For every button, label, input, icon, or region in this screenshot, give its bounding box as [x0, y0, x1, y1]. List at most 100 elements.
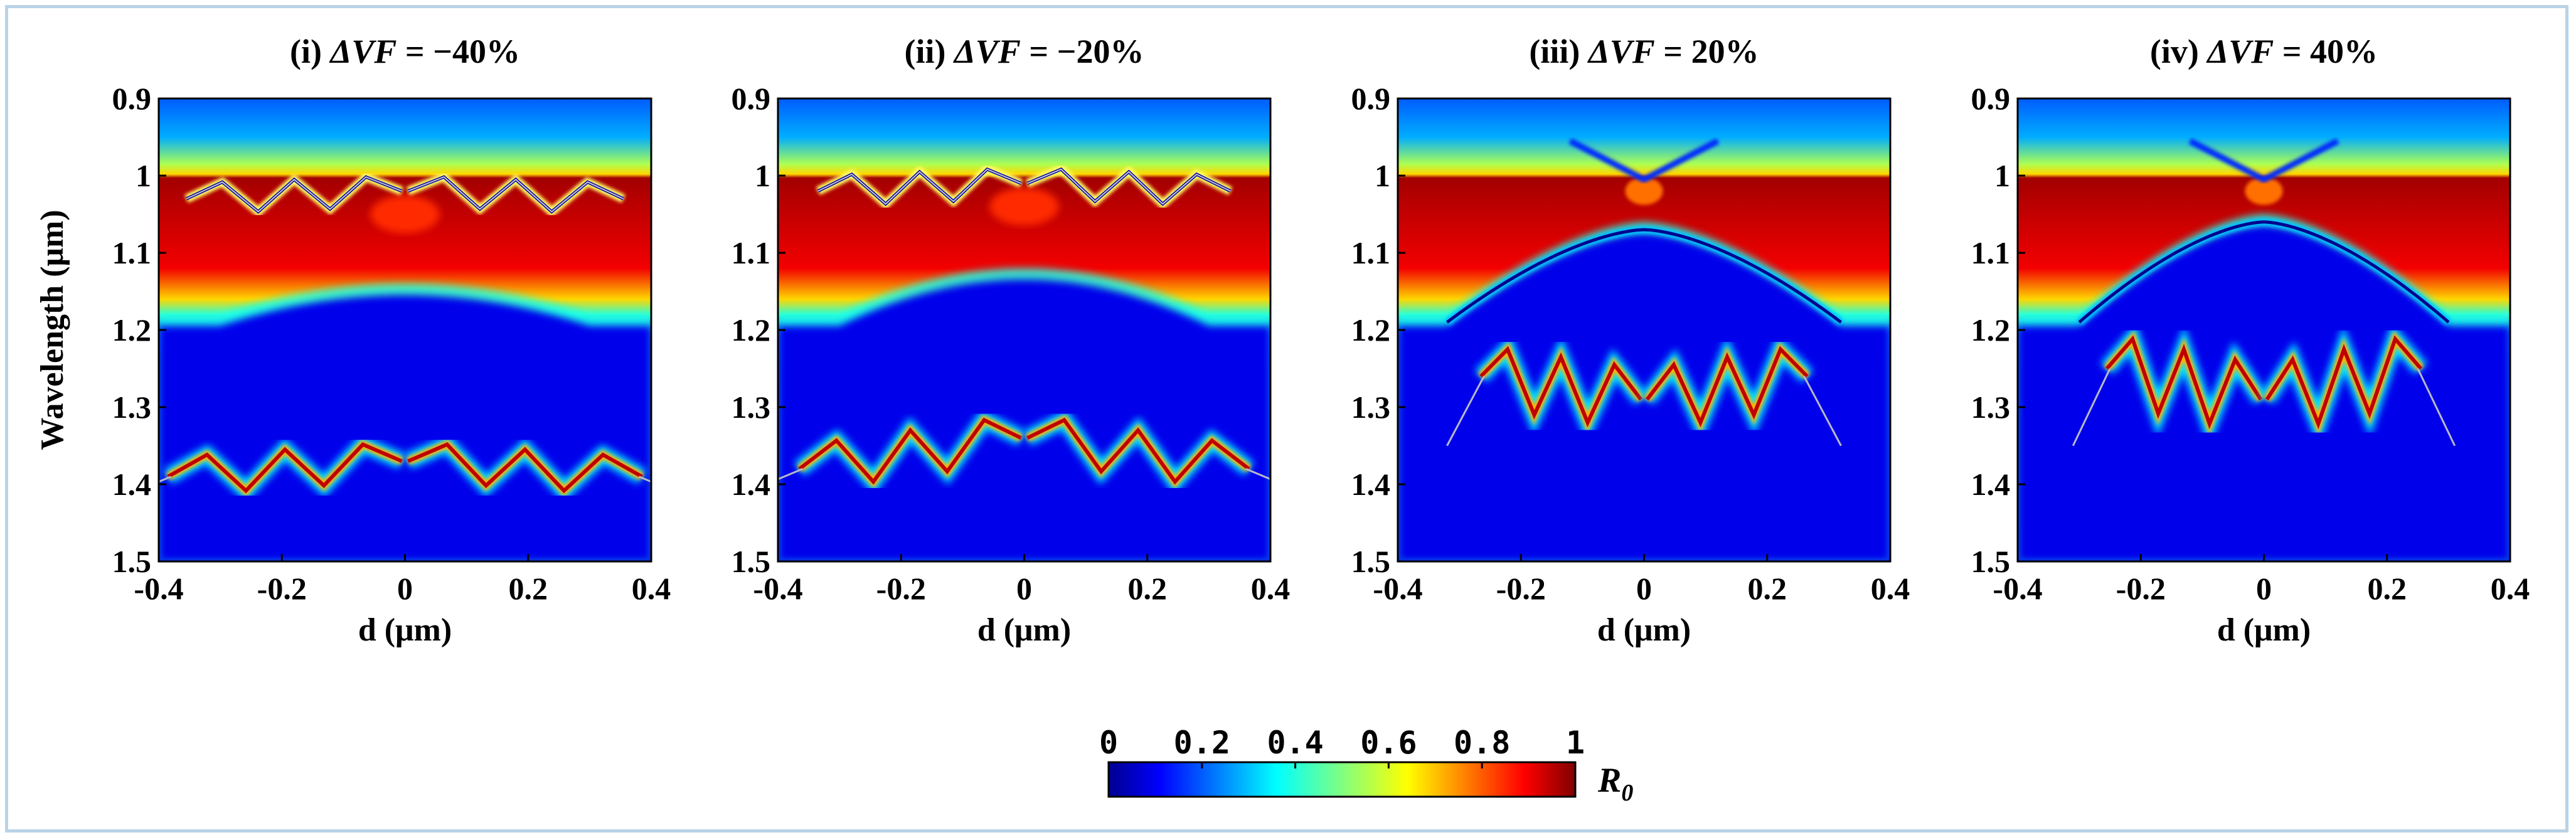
x-tick-label: 0 [1636, 571, 1652, 606]
mode-tail [638, 476, 651, 483]
y-tick-label: 1.1 [112, 235, 152, 270]
y-tick-label: 1 [755, 158, 770, 193]
arch-mode-core [1446, 228, 1842, 324]
x-tick-label: 0.4 [2491, 571, 2530, 606]
x-tick-label: 0 [397, 571, 413, 606]
panel-title: (ii) ΔVF = −20% [905, 33, 1144, 70]
center-notch [2245, 177, 2283, 205]
upper-mode-trace [817, 168, 1021, 205]
lower-mode [1646, 346, 1809, 428]
colorbar-tick-label: 0 [1099, 725, 1118, 761]
colorbar: 0 0.2 0.4 0.6 0.8 1 R0 [1099, 725, 1633, 806]
x-tick-label: -0.4 [134, 571, 183, 606]
mode-tail [2072, 368, 2111, 447]
panel-title: (i) ΔVF = −40% [290, 33, 520, 70]
lower-mode [1026, 417, 1250, 485]
panel-2: 0.9 1 1.1 1.2 1.3 1.4 1.5-0.4 -0.2 0 0.2 0.4 d (μm)… [732, 33, 1291, 648]
x-tick-label: -0.2 [876, 571, 926, 606]
y-axis-label: Wavelength (μm) [35, 210, 70, 450]
panel-title: (iii) ΔVF = 20% [1529, 33, 1759, 70]
y-tick-label: 1.5 [1351, 544, 1391, 579]
mode-tail [1446, 376, 1485, 447]
mode-tail [1245, 468, 1270, 481]
mode-tail [159, 476, 172, 483]
center-notch [1625, 177, 1663, 205]
stopband-below [1398, 233, 1890, 561]
x-tick-label: 0.2 [1128, 571, 1168, 606]
y-tick-label: 1.3 [1351, 390, 1391, 425]
x-tick-label: -0.2 [1496, 571, 1546, 606]
y-tick-label: 0.9 [1351, 81, 1391, 116]
y-tick-label: 1 [136, 158, 151, 193]
upper-mode-trace [408, 176, 624, 213]
stopband-below [159, 295, 651, 561]
y-tick-label: 0.9 [1971, 81, 2011, 116]
y-tick-label: 1.5 [732, 544, 771, 579]
y-tick-label: 1.3 [732, 390, 771, 425]
y-tick-label: 1.5 [112, 544, 152, 579]
x-tick-label: 0.2 [509, 571, 548, 606]
panel-1: 0.9 1 1.1 1.2 1.3 1.4 1.5-0.4 -0.2 0 0.2 0.4 d (μm)… [35, 33, 671, 648]
arch-mode-core [2078, 220, 2450, 324]
panel-4: 0.9 1 1.1 1.2 1.3 1.4 1.5-0.4 -0.2 0 0.2 0.4 d (μm)… [1971, 33, 2530, 648]
mode-tail [2417, 368, 2456, 447]
y-tick-label: 1.3 [112, 390, 152, 425]
y-tick-label: 1.4 [732, 467, 771, 502]
stopband-below [778, 279, 1270, 561]
y-tick-label: 1.2 [1351, 312, 1391, 348]
upper-mode-trace [186, 176, 402, 213]
heatmap [159, 98, 651, 561]
mode-tail [778, 468, 803, 481]
colorbar-tick-label: 0.2 [1174, 725, 1230, 761]
y-tick-label: 1.2 [1971, 312, 2011, 348]
y-tick-label: 1.4 [112, 467, 152, 502]
x-tick-label: -0.4 [753, 571, 802, 606]
x-tick-label: 0.4 [632, 571, 671, 606]
x-axis-label: d (μm) [358, 612, 452, 648]
lower-mode [1479, 346, 1642, 428]
colorbar-tick-label: 0.6 [1360, 725, 1417, 761]
colorbar-tick-label: 0.4 [1267, 725, 1323, 761]
y-tick-label: 1.5 [1971, 544, 2011, 579]
panel-title: (iv) ΔVF = 40% [2150, 33, 2378, 70]
center-glow [370, 195, 440, 233]
y-tick-label: 1.2 [732, 312, 771, 348]
heatmap [1398, 98, 1890, 561]
y-tick-label: 0.9 [112, 81, 152, 116]
y-tick-label: 1.2 [112, 312, 152, 348]
x-tick-label: -0.2 [257, 571, 307, 606]
lower-mode [167, 442, 403, 494]
center-dip [2188, 138, 2339, 183]
colorbar-tick-label: 1 [1566, 725, 1585, 761]
center-glow [989, 188, 1059, 226]
lower-mode [2105, 335, 2263, 430]
x-tick-label: 0.4 [1871, 571, 1910, 606]
x-tick-label: 0.4 [1251, 571, 1291, 606]
lower-mode [798, 417, 1022, 485]
x-tick-label: 0 [2256, 571, 2272, 606]
x-axis-label: d (μm) [1597, 612, 1691, 648]
lower-mode [407, 442, 643, 494]
x-tick-label: 0 [1016, 571, 1032, 606]
x-tick-label: 0.2 [2368, 571, 2407, 606]
x-tick-label: -0.4 [1993, 571, 2042, 606]
colorbar-tick-label: 0.8 [1454, 725, 1510, 761]
x-axis-label: d (μm) [977, 612, 1071, 648]
y-tick-label: 1.4 [1971, 467, 2011, 502]
x-tick-label: -0.4 [1373, 571, 1422, 606]
x-axis-label: d (μm) [2217, 612, 2311, 648]
center-dip [1568, 138, 1720, 183]
heatmap [2018, 98, 2510, 561]
y-tick-label: 0.9 [732, 81, 771, 116]
y-tick-label: 1.1 [1971, 235, 2011, 270]
x-tick-label: -0.2 [2116, 571, 2166, 606]
y-tick-label: 1.1 [1351, 235, 1391, 270]
x-tick-label: 0.2 [1748, 571, 1787, 606]
y-tick-label: 1 [1994, 158, 2010, 193]
upper-mode-trace [1027, 168, 1231, 205]
panel-3: 0.9 1 1.1 1.2 1.3 1.4 1.5-0.4 -0.2 0 0.2 0.4 d (μm)… [1351, 33, 1910, 648]
mode-tail [1803, 376, 1842, 447]
y-tick-label: 1.1 [732, 235, 771, 270]
colorbar-gradient [1107, 761, 1577, 798]
